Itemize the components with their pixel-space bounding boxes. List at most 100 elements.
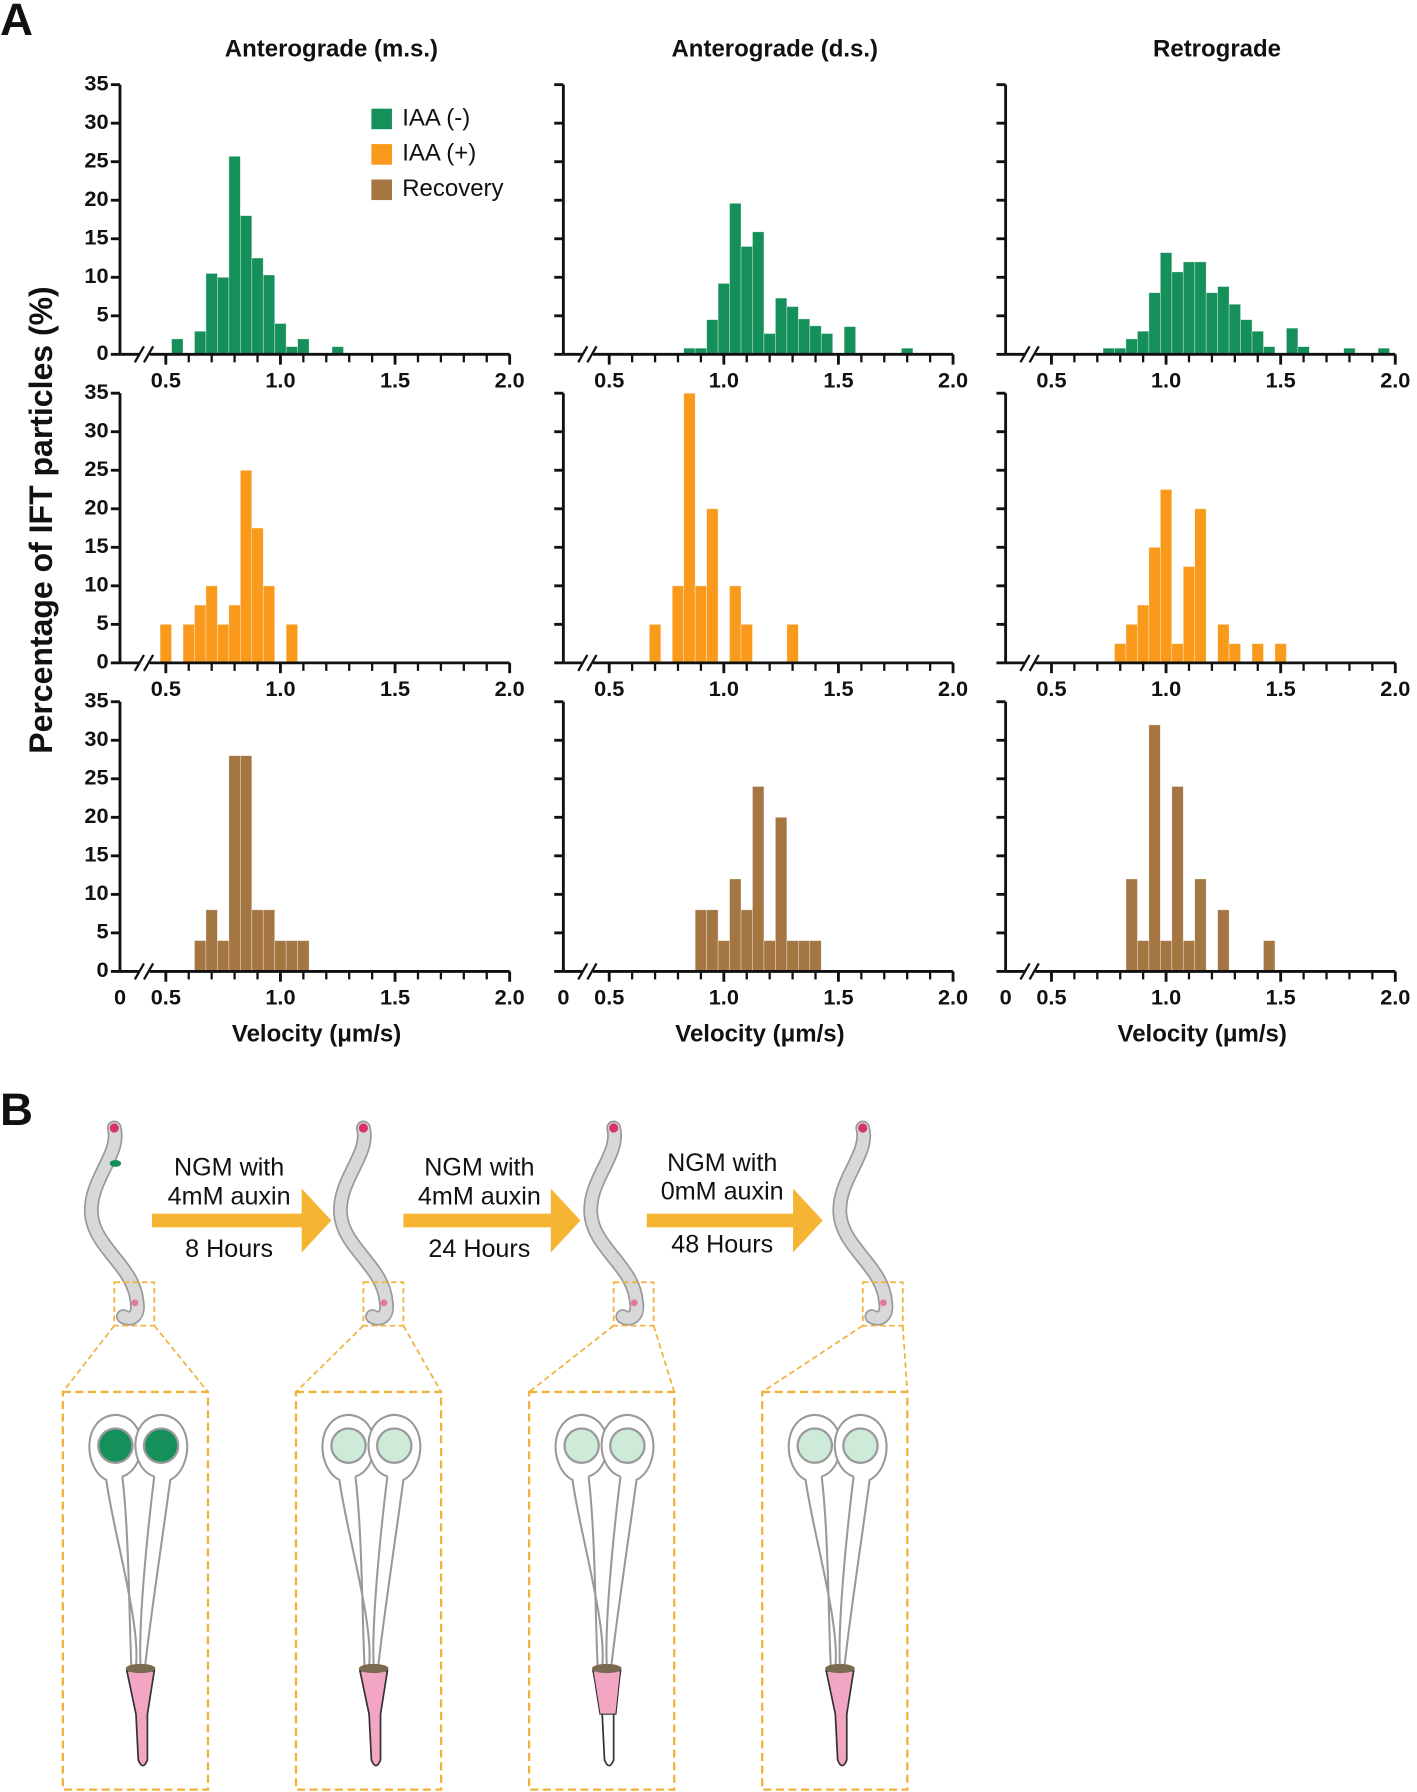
cilia xyxy=(125,1669,156,1767)
x-tick-label: 1.5 xyxy=(1266,676,1296,701)
legend-swatch xyxy=(371,144,392,165)
axis-break xyxy=(142,962,155,980)
panel-label: B xyxy=(0,1084,33,1135)
worm-head xyxy=(109,1123,119,1133)
bar xyxy=(205,585,218,664)
bar xyxy=(1125,338,1138,355)
axis-break-gap xyxy=(1025,966,1036,976)
zoom-line xyxy=(62,1325,115,1393)
y-tick-label: 35 xyxy=(84,379,108,404)
transition-zone xyxy=(825,1663,855,1674)
worm-head xyxy=(358,1123,368,1133)
bar xyxy=(786,624,799,664)
bar xyxy=(171,338,184,355)
x-tick-label: 1.0 xyxy=(709,985,739,1010)
legend-swatch xyxy=(371,179,392,201)
bar xyxy=(1194,261,1207,355)
x-tick-label: 1.5 xyxy=(823,985,853,1010)
nucleus xyxy=(842,1427,879,1464)
axis-break-gap xyxy=(139,966,150,976)
bar xyxy=(809,325,822,355)
x-axis-label: Velocity (μm/s) xyxy=(675,1021,844,1048)
bar xyxy=(740,624,753,664)
y-tick-label: 30 xyxy=(84,726,108,751)
bar xyxy=(1137,940,1150,972)
y-tick-label: 0 xyxy=(96,340,108,365)
bar xyxy=(1171,271,1184,355)
bar xyxy=(1217,909,1230,972)
bar xyxy=(775,297,788,355)
bar xyxy=(729,202,742,355)
axis-break xyxy=(586,345,598,363)
x-tick-label: 2.0 xyxy=(1380,676,1410,701)
bar xyxy=(1194,508,1207,664)
worm-head xyxy=(858,1123,868,1133)
zoom-box xyxy=(294,1390,443,1791)
legend-label: IAA (-) xyxy=(402,104,470,131)
bar xyxy=(1217,286,1230,355)
cilia-partial xyxy=(592,1670,622,1715)
bar xyxy=(706,319,719,355)
y-tick-label: 0 xyxy=(96,957,108,982)
bar xyxy=(285,624,298,664)
bar xyxy=(671,585,685,664)
transition-zone xyxy=(125,1663,156,1674)
transition-zone xyxy=(591,1663,622,1674)
y-tick-label: 30 xyxy=(84,109,108,134)
bar xyxy=(297,338,310,355)
arrow xyxy=(151,1188,332,1253)
bar xyxy=(239,215,253,355)
x-tick-label: 1.5 xyxy=(823,676,853,701)
worm-tail-cell xyxy=(630,1299,638,1307)
step-medium: NGM with xyxy=(424,1154,534,1182)
axis-break xyxy=(1028,654,1040,672)
chart-title: Anterograde (m.s.) xyxy=(225,36,438,63)
zoom-region xyxy=(113,1281,156,1327)
step-auxin: 0mM auxin xyxy=(661,1178,784,1206)
zoom-box xyxy=(761,1390,909,1791)
bar xyxy=(194,940,207,972)
x-tick-label: 0.5 xyxy=(151,985,181,1010)
x-tick-label: 0.5 xyxy=(1036,368,1066,393)
nucleus xyxy=(97,1427,134,1464)
zoom-line xyxy=(652,1325,676,1393)
step-auxin: 4mM auxin xyxy=(418,1182,541,1210)
bar xyxy=(648,624,662,664)
bar xyxy=(239,755,253,972)
zoom-box xyxy=(527,1390,676,1791)
axis-break xyxy=(577,962,589,980)
step-medium: NGM with xyxy=(174,1154,284,1182)
y-tick-label: 15 xyxy=(84,842,108,867)
bar xyxy=(717,940,730,972)
bar xyxy=(1182,261,1196,355)
step-medium: NGM with xyxy=(667,1149,777,1177)
y-tick-label: 30 xyxy=(84,417,108,442)
zoom-line xyxy=(901,1325,909,1393)
axis-break xyxy=(142,345,155,363)
y-tick-label: 10 xyxy=(84,880,108,905)
zoom-region xyxy=(612,1281,655,1327)
bar xyxy=(1263,940,1276,972)
worm-body xyxy=(85,1122,144,1324)
x-tick-label: 2.0 xyxy=(938,985,968,1010)
bar xyxy=(262,585,276,664)
zoom-line xyxy=(761,1324,864,1393)
axis-break-gap xyxy=(582,658,594,668)
bar xyxy=(752,786,765,972)
bar xyxy=(228,604,241,664)
x-tick-label: 1.5 xyxy=(380,676,410,701)
bar xyxy=(251,909,264,972)
y-tick-label: 10 xyxy=(84,263,108,288)
bar xyxy=(1205,292,1218,355)
nucleus xyxy=(563,1427,600,1464)
chart-title: Retrograde xyxy=(1153,36,1281,63)
axis-break xyxy=(133,345,145,363)
bar xyxy=(194,330,207,355)
bar xyxy=(809,940,822,972)
worm-body xyxy=(585,1122,643,1324)
bar xyxy=(262,909,276,972)
axis-break xyxy=(1019,345,1031,363)
x-tick-label: 1.0 xyxy=(1151,676,1181,701)
x-tick-label: 2.0 xyxy=(938,368,968,393)
